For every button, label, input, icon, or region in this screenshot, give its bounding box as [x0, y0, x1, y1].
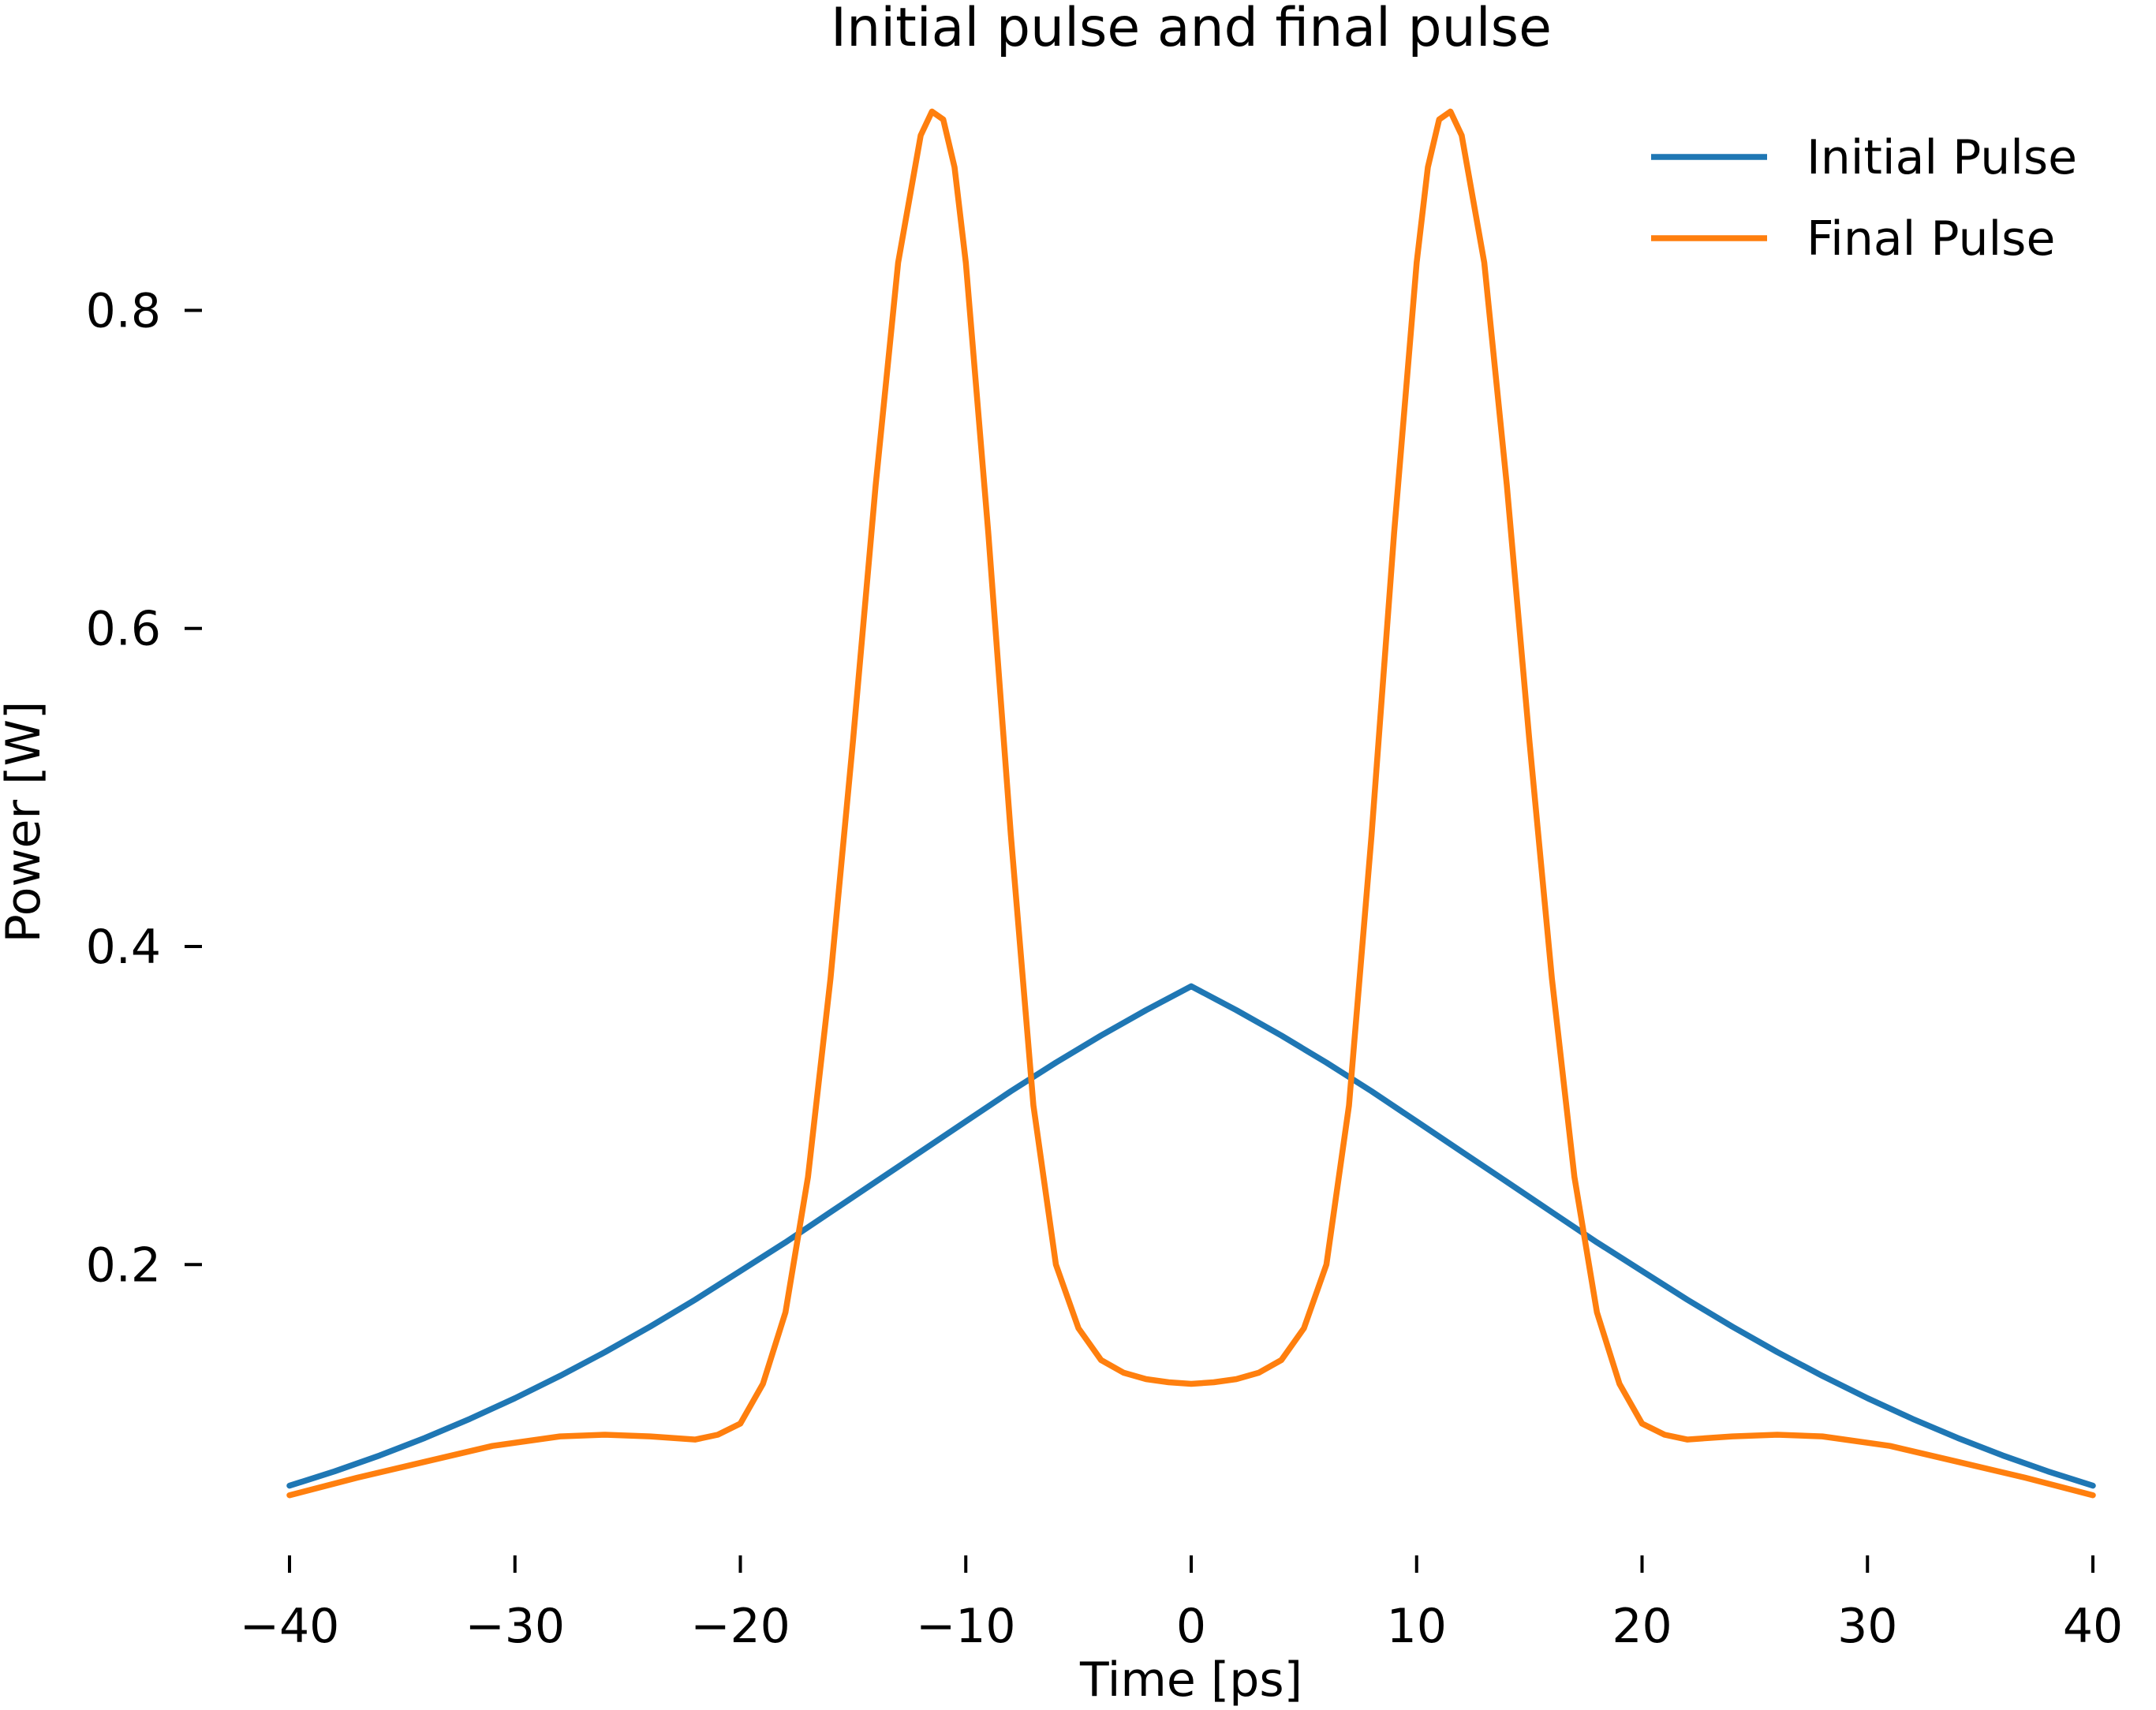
plot-area	[286, 108, 2096, 1499]
chart-title: Initial pulse and final pulse	[831, 0, 1552, 59]
y-axis-ticks: 0.2 0.4 0.6 0.8	[86, 283, 202, 1293]
series-line-initial-pulse	[286, 983, 2096, 1489]
x-tick-label: 20	[1612, 1599, 1672, 1654]
x-tick-label: 10	[1387, 1599, 1447, 1654]
legend: Initial Pulse Final Pulse	[1651, 130, 2077, 267]
x-axis-ticks: −40 −30 −20 −10 0 10 20 30 40	[240, 1555, 2123, 1654]
x-tick-label: −40	[240, 1599, 340, 1654]
x-tick-label: 30	[1837, 1599, 1897, 1654]
x-tick-label: 0	[1176, 1599, 1206, 1654]
x-tick-label: −20	[690, 1599, 790, 1654]
y-tick-label: 0.4	[86, 920, 161, 975]
x-tick-label: −10	[916, 1599, 1016, 1654]
legend-label-initial-pulse: Initial Pulse	[1807, 130, 2077, 185]
x-axis-label: Time [ps]	[1079, 1652, 1302, 1707]
x-tick-label: −30	[465, 1599, 565, 1654]
x-tick-label: 40	[2063, 1599, 2123, 1654]
y-axis-label: Power [W]	[0, 701, 51, 943]
series-line-final-pulse	[286, 108, 2096, 1499]
y-tick-label: 0.8	[86, 283, 161, 338]
y-tick-label: 0.6	[86, 602, 161, 657]
y-tick-label: 0.2	[86, 1238, 161, 1293]
legend-label-final-pulse: Final Pulse	[1807, 211, 2055, 267]
